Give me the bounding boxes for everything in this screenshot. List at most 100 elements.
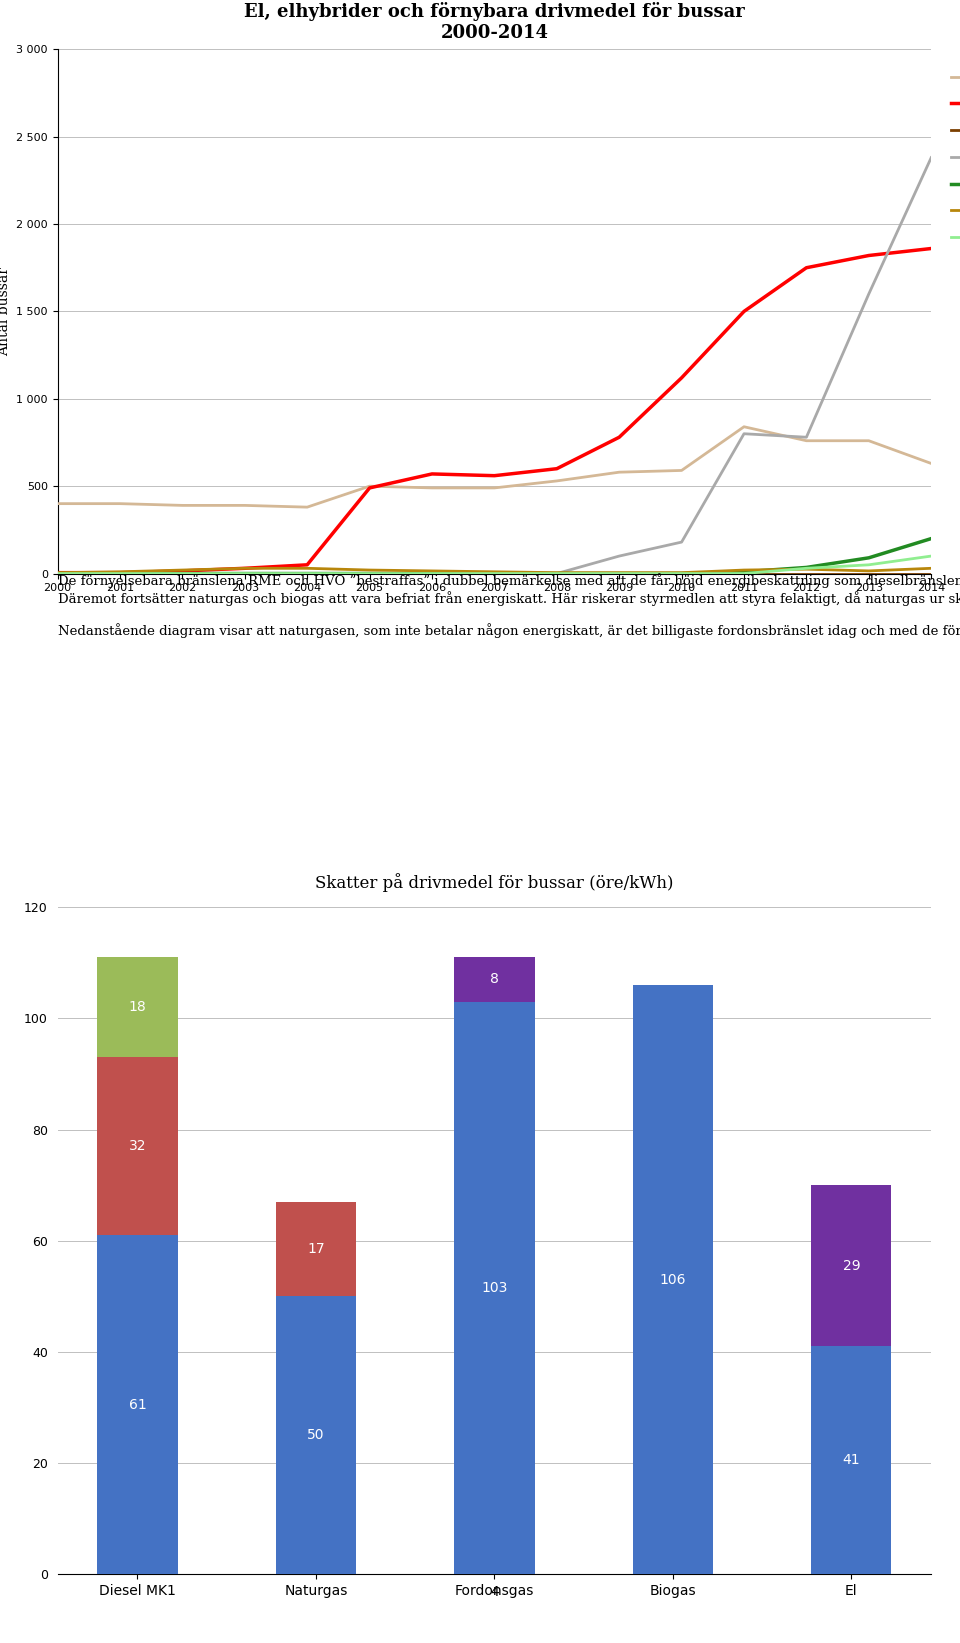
RME (364, 564, 375, 583)
MDE (426, 560, 438, 580)
Line: Biogas: Biogas (58, 248, 931, 573)
MDE (925, 559, 937, 578)
Line: HVO: HVO (58, 555, 931, 573)
HVO (114, 564, 126, 583)
Title: Skatter på drivmedel för bussar (öre/kWh): Skatter på drivmedel för bussar (öre/kWh… (315, 872, 674, 892)
Etanol (52, 495, 63, 514)
RME (177, 564, 188, 583)
RME (613, 545, 625, 565)
MDE (489, 562, 500, 582)
RME (239, 564, 251, 583)
Biogas (863, 246, 875, 266)
Text: 50: 50 (307, 1428, 324, 1443)
Elhybrider (426, 564, 438, 583)
Bar (276, 1296, 356, 1574)
Text: 17: 17 (307, 1242, 324, 1257)
Biogas (177, 560, 188, 580)
MDE (801, 559, 812, 578)
Etanol (738, 417, 750, 437)
RME (114, 564, 126, 583)
Text: 61: 61 (129, 1398, 146, 1411)
Elbuss (801, 564, 812, 583)
Etanol (613, 462, 625, 481)
RME (426, 564, 438, 583)
Text: 32: 32 (129, 1139, 146, 1153)
Text: 106: 106 (660, 1273, 686, 1286)
Text: 4: 4 (490, 1585, 499, 1599)
Y-axis label: Antal bussar: Antal bussar (0, 266, 11, 357)
RME (52, 564, 63, 583)
MDE (52, 564, 63, 583)
Etanol (551, 472, 563, 491)
HVO (925, 545, 937, 565)
Elbuss (364, 564, 375, 583)
Biogas (52, 564, 63, 583)
MDE (738, 560, 750, 580)
Biogas (489, 467, 500, 486)
Etanol (364, 476, 375, 496)
Etanol (239, 496, 251, 516)
Etanol (925, 453, 937, 473)
RME (301, 564, 313, 583)
Etanol (114, 495, 126, 514)
MDE (863, 560, 875, 580)
Biogas (676, 368, 687, 388)
Biogas (801, 258, 812, 278)
MDE (676, 564, 687, 583)
Bar (97, 1236, 178, 1574)
Elbuss (613, 564, 625, 583)
HVO (863, 555, 875, 575)
Etanol (301, 498, 313, 518)
Elbuss (676, 564, 687, 583)
RME (676, 532, 687, 552)
Etanol (489, 478, 500, 498)
Elhybrider (925, 529, 937, 549)
Elhybrider (114, 564, 126, 583)
Bar (97, 958, 178, 1058)
HVO (52, 564, 63, 583)
Legend: Etanol, Biogas, Elbuss, RME, Elhybrider, MDE, HVO: Etanol, Biogas, Elbuss, RME, Elhybrider,… (947, 66, 960, 250)
Elhybrider (239, 564, 251, 583)
Etanol (676, 460, 687, 480)
Line: Etanol: Etanol (58, 427, 931, 508)
HVO (426, 564, 438, 583)
Elhybrider (52, 564, 63, 583)
Biogas (239, 559, 251, 578)
HVO (613, 564, 625, 583)
HVO (364, 564, 375, 583)
Text: 18: 18 (129, 1001, 146, 1014)
Elhybrider (489, 564, 500, 583)
Line: Elhybrider: Elhybrider (58, 539, 931, 573)
HVO (489, 564, 500, 583)
Elhybrider (551, 564, 563, 583)
RME (925, 148, 937, 168)
Elbuss (114, 564, 126, 583)
Etanol (426, 478, 438, 498)
Elbuss (426, 564, 438, 583)
RME (863, 284, 875, 304)
HVO (801, 559, 812, 578)
RME (489, 564, 500, 583)
MDE (364, 560, 375, 580)
Elbuss (177, 564, 188, 583)
Elhybrider (863, 549, 875, 568)
Etanol (863, 430, 875, 450)
RME (801, 427, 812, 447)
Elbuss (863, 564, 875, 583)
Elhybrider (301, 564, 313, 583)
Elhybrider (676, 564, 687, 583)
Bar (454, 1002, 535, 1574)
Biogas (301, 555, 313, 575)
MDE (551, 564, 563, 583)
HVO (239, 564, 251, 583)
Etanol (177, 496, 188, 516)
Line: MDE: MDE (58, 568, 931, 573)
Text: 8: 8 (490, 973, 499, 986)
Biogas (426, 463, 438, 483)
HVO (551, 564, 563, 583)
Etanol (801, 430, 812, 450)
HVO (177, 564, 188, 583)
Title: El, elhybrider och förnybara drivmedel för bussar
2000-2014: El, elhybrider och förnybara drivmedel f… (244, 2, 745, 43)
MDE (301, 559, 313, 578)
HVO (301, 564, 313, 583)
